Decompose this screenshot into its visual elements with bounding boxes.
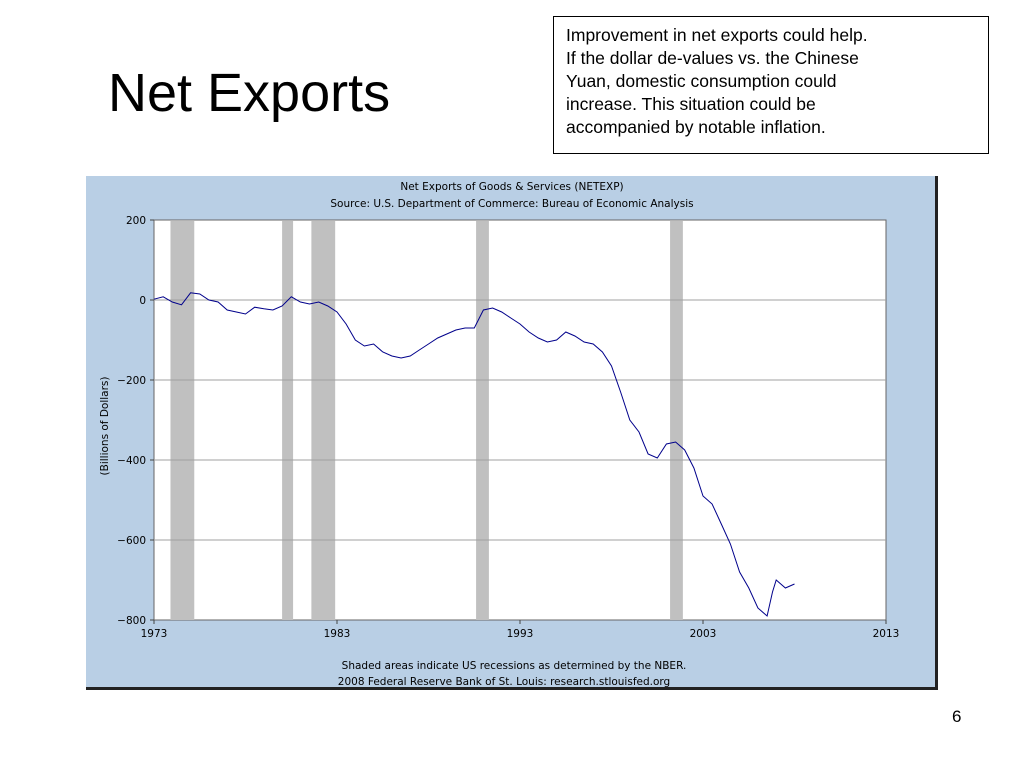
x-tick-label: 2013: [873, 628, 900, 640]
y-tick-label: −800: [117, 615, 146, 627]
y-tick-label: −200: [117, 375, 146, 387]
x-tick-label: 2003: [690, 628, 717, 640]
callout-text: Improvement in net exports could help. I…: [566, 25, 868, 137]
y-tick-labels-group: 200 0 −200 −400 −600 −800: [117, 215, 154, 627]
chart-title: Net Exports of Goods & Services (NETEXP): [400, 181, 623, 193]
recession-band-4: [476, 221, 489, 620]
recession-band-2: [282, 221, 294, 620]
y-tick-label: −600: [117, 535, 146, 547]
grid-lines-group: [154, 299, 886, 541]
y-tick-label: 200: [126, 215, 146, 227]
y-axis-label: (Billions of Dollars): [99, 377, 111, 476]
net-exports-series-line: [153, 292, 795, 617]
recession-band-5: [670, 221, 683, 620]
chart-panel: Net Exports of Goods & Services (NETEXP)…: [86, 176, 938, 690]
recession-band-1: [170, 221, 195, 620]
recession-shading-group: [170, 221, 683, 620]
x-tick-label: 1973: [141, 628, 168, 640]
plot-area: [153, 219, 887, 621]
page-number: 6: [952, 707, 962, 726]
net-exports-chart: Net Exports of Goods & Services (NETEXP)…: [99, 181, 900, 687]
x-tick-labels-group: 1973 1983 1993 2003 2013: [141, 620, 900, 640]
slide-title: Net Exports: [108, 63, 391, 123]
chart-footnote-source: 2008 Federal Reserve Bank of St. Louis: …: [338, 676, 670, 687]
recession-band-3: [311, 221, 336, 620]
y-tick-label: −400: [117, 455, 146, 467]
callout-box: Improvement in net exports could help. I…: [553, 16, 989, 154]
y-tick-label: 0: [139, 295, 146, 307]
chart-subtitle: Source: U.S. Department of Commerce: Bur…: [330, 198, 693, 210]
x-tick-label: 1983: [324, 628, 351, 640]
chart-footnote-recessions: Shaded areas indicate US recessions as d…: [342, 660, 687, 672]
x-tick-label: 1993: [507, 628, 534, 640]
